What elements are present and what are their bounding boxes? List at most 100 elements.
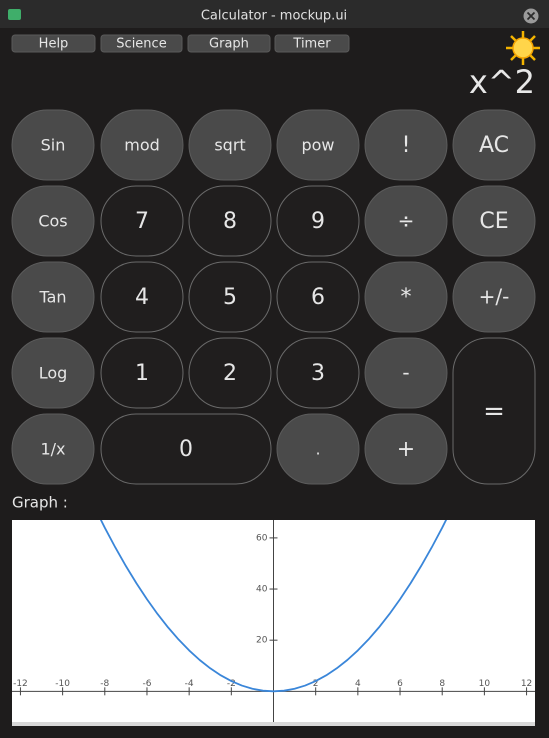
key-button-label: 4 [135,285,149,310]
key-button-label: AC [479,133,509,158]
key-button-bg [100,413,272,485]
key-button-bg [364,261,448,333]
key-button-bg [452,337,536,485]
key-button[interactable]: AC [452,109,536,181]
key-button[interactable]: 5 [188,261,272,333]
key-button-label: Cos [38,212,67,231]
key-button[interactable]: Sin [11,109,95,181]
curve [99,520,448,693]
key-button-label: 8 [223,209,237,234]
key-button[interactable]: 0 [100,413,272,485]
key-button-label: 1/x [40,440,65,459]
key-button-label: 1 [135,361,149,386]
plot-scrollbar [12,722,535,726]
x-tick-label: -8 [100,679,109,689]
menu-button-label: Graph [209,37,249,52]
key-button-label: 7 [135,209,149,234]
x-tick-label: -2 [227,679,236,689]
x-tick-label: 8 [439,679,445,689]
key-button[interactable]: +/- [452,261,536,333]
key-button-label: sqrt [214,136,245,155]
key-button[interactable]: + [364,413,448,485]
menu-button[interactable]: Science [100,34,183,53]
key-button-label: 0 [179,437,193,462]
menu-button-bg [100,34,183,53]
key-button-label: + [397,437,415,462]
key-button-label: Log [39,364,68,383]
key-button-bg [11,109,95,181]
key-button-bg [364,413,448,485]
key-button-bg [188,109,272,181]
y-tick-label: 20 [256,636,268,646]
key-button-bg [11,261,95,333]
key-button[interactable]: Log [11,337,95,409]
key-button[interactable]: 4 [100,261,184,333]
key-button-bg [100,109,184,181]
key-button-label: 2 [223,361,237,386]
menu-button[interactable]: Help [11,34,96,53]
theme-icon[interactable] [506,31,540,65]
app-icon [8,9,21,20]
key-button[interactable]: 6 [276,261,360,333]
key-button[interactable]: 9 [276,185,360,257]
key-button[interactable]: 7 [100,185,184,257]
x-tick-label: 10 [479,679,491,689]
key-button-bg [276,413,360,485]
key-button-label: +/- [479,285,510,309]
key-button-label: . [315,440,320,459]
menu-button-label: Science [116,37,166,52]
key-button[interactable]: . [276,413,360,485]
key-button-label: CE [479,209,508,234]
menu-button[interactable]: Timer [274,34,350,53]
key-button-bg [452,185,536,257]
key-button-label: = [483,397,505,427]
key-button[interactable]: Cos [11,185,95,257]
key-button[interactable]: ÷ [364,185,448,257]
key-button[interactable]: 8 [188,185,272,257]
key-button-label: * [401,285,412,310]
key-button-bg [452,109,536,181]
key-button[interactable]: mod [100,109,184,181]
window-title: Calculator - mockup.ui [201,9,347,24]
key-button-bg [100,337,184,409]
key-button-label: 9 [311,209,325,234]
x-tick-label: -4 [185,679,194,689]
graph: -12 -10 -8 -6 -4 -2 2 4 6 8 10 12 20 40 60 [12,520,535,722]
key-button-bg [100,185,184,257]
key-button[interactable]: * [364,261,448,333]
menu-button[interactable]: Graph [187,34,271,53]
menu-button-label: Help [39,37,69,52]
key-button-label: ÷ [398,209,415,233]
key-button-label: ! [402,133,411,158]
key-button[interactable]: ! [364,109,448,181]
x-tick-label: -12 [13,679,28,689]
y-tick-label: 40 [256,585,268,595]
key-button-label: Sin [41,136,66,155]
key-button[interactable]: 2 [188,337,272,409]
key-button-bg [276,185,360,257]
key-button[interactable]: sqrt [188,109,272,181]
close-button[interactable] [523,8,539,24]
key-button[interactable]: Tan [11,261,95,333]
key-button[interactable]: CE [452,185,536,257]
key-button-bg [100,261,184,333]
x-tick-label: 6 [397,679,403,689]
key-button[interactable]: 1/x [11,413,95,485]
key-button-bg [188,185,272,257]
key-button-label: Tan [38,288,66,307]
key-button[interactable]: pow [276,109,360,181]
key-button[interactable]: = [452,337,536,485]
menu-button-bg [187,34,271,53]
key-button-bg [11,413,95,485]
key-button[interactable]: 1 [100,337,184,409]
key-button-bg [364,337,448,409]
key-button-label: pow [301,136,334,155]
key-button[interactable]: - [364,337,448,409]
menu-button-label: Timer [292,37,331,52]
key-button-bg [188,261,272,333]
x-tick-label: -10 [55,679,70,689]
key-button[interactable]: 3 [276,337,360,409]
key-button-bg [452,261,536,333]
key-button-bg [276,261,360,333]
